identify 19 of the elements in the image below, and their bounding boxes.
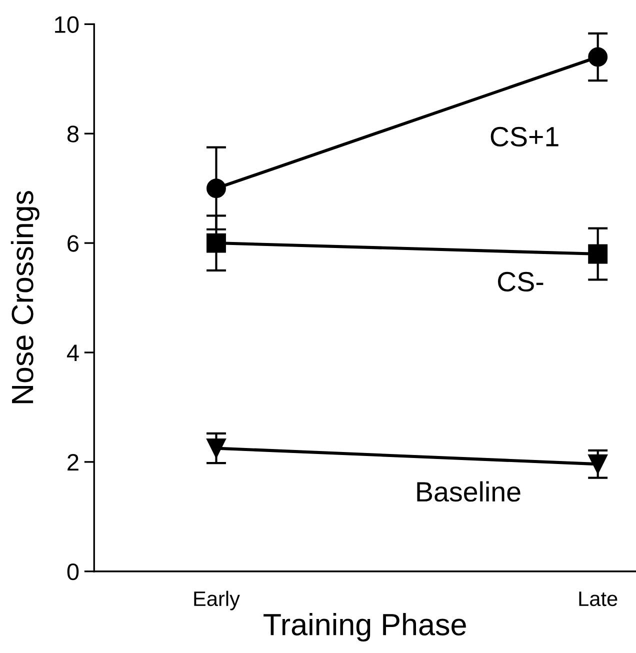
y-tick-label: 2 (68, 454, 78, 470)
point (588, 454, 608, 474)
point (206, 438, 226, 458)
x-tick-label: Late (579, 592, 618, 606)
x-tick-label: Early (194, 590, 240, 610)
point (588, 47, 608, 67)
x-axis-title: Training Phase (264, 613, 466, 642)
y-tick-label: 10 (55, 16, 79, 33)
y-axis-title: Nose Crossings (10, 191, 40, 404)
point (206, 233, 226, 253)
y-tick-label: 8 (67, 126, 79, 142)
series-label: CS- (498, 272, 544, 292)
point (206, 178, 226, 198)
y-tick-label: 0 (67, 563, 79, 580)
series-label: Baseline (417, 481, 520, 502)
y-tick-label: 6 (68, 235, 79, 252)
point (588, 244, 608, 264)
y-tick-label: 4 (66, 344, 79, 362)
series-label: CS+1 (490, 126, 558, 147)
